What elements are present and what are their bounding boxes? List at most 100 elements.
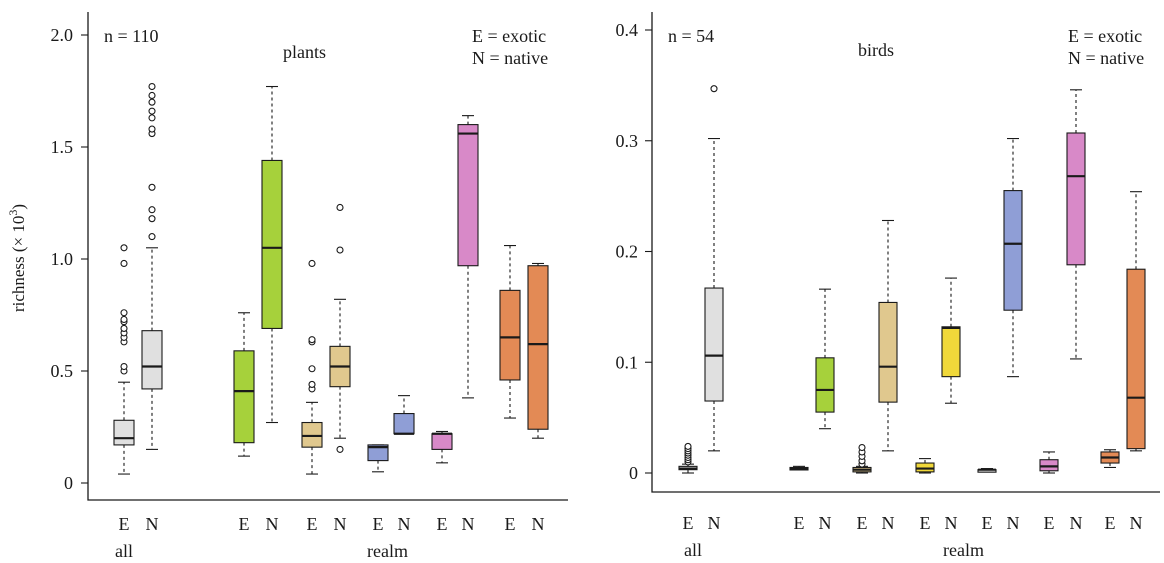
iqr-box	[367, 444, 389, 462]
plants-box-1	[141, 82, 163, 450]
outlier-point	[308, 336, 316, 344]
plants-x-tick-label: E	[239, 514, 250, 534]
outlier-point	[120, 315, 128, 324]
plants-y-axis-label-sup: 3	[6, 210, 20, 216]
outlier-point	[148, 114, 156, 122]
plants-x-tick-label: N	[146, 514, 159, 534]
birds-box-8	[977, 468, 997, 473]
outlier-point	[336, 246, 344, 254]
plants-x-tick-label: N	[532, 514, 545, 534]
birds-y-tick-label: 0.4	[616, 20, 639, 40]
birds-box-5	[878, 219, 898, 452]
birds-x-tick-label: E	[982, 513, 993, 533]
plants-x-tick-label: E	[119, 514, 130, 534]
iqr-box	[233, 350, 255, 444]
birds-x-tick-label: N	[819, 513, 832, 533]
plants-x-tick-label: N	[462, 514, 475, 534]
plants-x-tick-label: E	[373, 514, 384, 534]
iqr-box	[431, 433, 453, 450]
plants-x-tick-label: E	[437, 514, 448, 534]
birds-panel-title: birds	[858, 40, 894, 60]
birds-y-tick-label: 0.2	[616, 242, 639, 262]
plants-y-tick-label: 0.5	[51, 361, 74, 381]
outlier-point	[148, 107, 156, 115]
iqr-box	[1126, 268, 1146, 450]
birds-y-tick-label: 0.1	[616, 352, 639, 372]
birds-x-tick-label: E	[1105, 513, 1116, 533]
iqr-box	[113, 419, 135, 446]
birds-group-label-all: all	[684, 540, 702, 560]
birds-box-2	[789, 465, 809, 471]
plants-box-0	[113, 244, 135, 475]
outlier-point	[308, 259, 316, 268]
plants-y-tick-label: 2.0	[51, 25, 74, 45]
plants-box-6	[367, 444, 389, 473]
outlier-point	[148, 183, 156, 191]
outlier-point	[148, 98, 156, 106]
birds-y-tick-label: 0.3	[616, 131, 639, 151]
birds-box-6	[915, 458, 935, 474]
birds-legend-native: N = native	[1068, 48, 1144, 68]
birds-x-tick-label: E	[857, 513, 868, 533]
plants-box-8	[431, 430, 453, 464]
birds-box-1	[704, 85, 724, 452]
outlier-point	[710, 85, 718, 93]
outlier-point	[148, 215, 156, 223]
outlier-point	[120, 362, 128, 371]
outlier-point	[120, 244, 128, 252]
birds-x-tick-label: E	[683, 513, 694, 533]
birds-legend-exotic: E = exotic	[1068, 26, 1142, 46]
birds-x-tick-label: N	[882, 513, 895, 533]
outlier-point	[120, 324, 128, 332]
outlier-point	[336, 445, 344, 453]
plants-y-axis-label-main: richness (× 10	[9, 216, 28, 312]
outlier-point	[148, 233, 156, 241]
plants-axis-frame	[87, 12, 568, 501]
birds-axis-frame	[651, 12, 1160, 493]
birds-x-tick-label: N	[1007, 513, 1020, 533]
iqr-box	[527, 265, 549, 430]
birds-group-label-realm: realm	[943, 540, 984, 560]
outlier-point	[308, 380, 316, 388]
iqr-box	[141, 330, 163, 390]
iqr-box	[878, 301, 898, 403]
plants-box-5	[329, 203, 351, 453]
iqr-box	[1039, 459, 1059, 472]
outlier-point	[858, 443, 866, 452]
birds-box-10	[1039, 451, 1059, 474]
plants-y-axis-label: richness (× 103)	[6, 204, 28, 312]
birds-y-tick-label: 0	[629, 463, 638, 483]
plants-box-10	[499, 245, 521, 419]
plants-legend-exotic: E = exotic	[472, 26, 546, 46]
plants-box-7	[393, 395, 415, 435]
outlier-point	[148, 206, 156, 214]
outlier-point	[120, 259, 128, 268]
birds-x-tick-label: E	[794, 513, 805, 533]
plants-x-tick-label: N	[398, 514, 411, 534]
plants-y-tick-label: 1.0	[51, 249, 74, 269]
plants-box-11	[527, 262, 549, 439]
plants-x-tick-label: N	[266, 514, 279, 534]
iqr-box	[915, 462, 935, 473]
iqr-box	[301, 421, 323, 448]
birds-boxes	[678, 85, 1146, 474]
birds-box-7	[941, 277, 961, 404]
birds-box-13	[1126, 191, 1146, 452]
outlier-point	[120, 309, 128, 317]
outlier-point	[148, 91, 156, 100]
iqr-box	[815, 357, 835, 413]
birds-x-tick-label: N	[945, 513, 958, 533]
birds-x-tick-label: E	[920, 513, 931, 533]
plants-box-2	[233, 312, 255, 457]
birds-x-tick-label: N	[1130, 513, 1143, 533]
birds-y-ticks: 0 0.1 0.2 0.3 0.4	[616, 20, 652, 483]
plants-box-9	[457, 115, 479, 399]
plants-y-tick-label: 0	[64, 473, 73, 493]
iqr-box	[1066, 132, 1086, 266]
plants-panel-title: plants	[283, 42, 326, 62]
birds-box-4	[852, 443, 872, 474]
birds-box-12	[1100, 449, 1120, 469]
